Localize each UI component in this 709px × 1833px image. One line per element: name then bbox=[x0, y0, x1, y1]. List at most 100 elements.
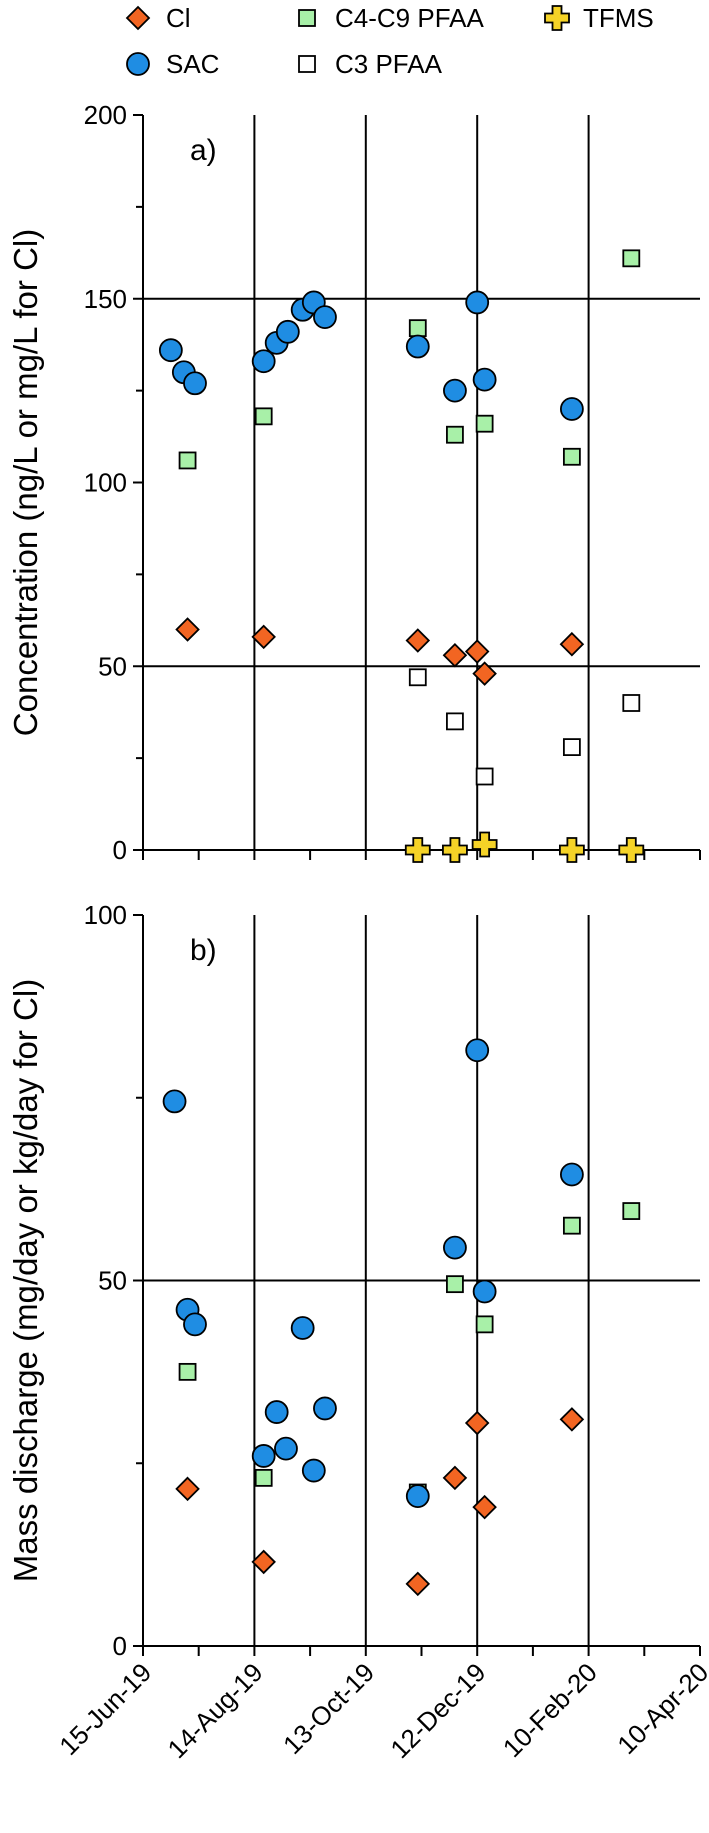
point-sac bbox=[472, 1279, 497, 1304]
panel-label: b) bbox=[190, 934, 217, 967]
point-c4-c9-pfaa bbox=[475, 414, 494, 433]
point-c4-c9-pfaa bbox=[446, 425, 464, 444]
point-sac bbox=[264, 1400, 289, 1424]
legend-label-sac: SAC bbox=[166, 49, 219, 79]
series-tfms bbox=[404, 831, 645, 863]
legend-marker-c4-c9-pfaa bbox=[298, 9, 316, 27]
point-sac bbox=[443, 378, 467, 403]
point-c4-c9-pfaa bbox=[408, 319, 427, 338]
legend-marker-sac bbox=[126, 52, 150, 76]
point-sac bbox=[251, 349, 276, 374]
x-tick-label: 10-Apr-20 bbox=[611, 1657, 709, 1760]
series-sac bbox=[162, 1038, 584, 1509]
x-tick-label: 14-Aug-19 bbox=[162, 1657, 269, 1764]
legend-label-c3-pfaa: C3 PFAA bbox=[335, 49, 443, 79]
y-tick-label: 100 bbox=[84, 900, 127, 930]
panel-a: 0 50 100 150 200 Concentration (ng/L or mg/L … bbox=[7, 100, 701, 865]
point-sac bbox=[183, 371, 207, 396]
point-cl bbox=[405, 628, 431, 653]
panel-b: 0 50 100 Mass discharge (mg/day or kg/day f… bbox=[7, 900, 701, 1661]
point-sac bbox=[274, 1436, 298, 1461]
point-c3-pfaa bbox=[446, 712, 464, 731]
point-sac bbox=[559, 1162, 584, 1187]
point-cl bbox=[559, 631, 585, 657]
legend: Cl SAC C4-C9 PFAA C3 PFAA TFMS bbox=[125, 3, 654, 79]
point-sac bbox=[443, 1235, 467, 1260]
series-c4-c9-pfaa bbox=[178, 249, 641, 470]
point-sac bbox=[313, 1396, 337, 1421]
point-cl bbox=[442, 642, 468, 668]
point-sac bbox=[162, 1089, 187, 1114]
y-tick-label: 0 bbox=[113, 1631, 127, 1661]
x-tick-label: 13-Oct-19 bbox=[277, 1657, 380, 1760]
series-cl bbox=[175, 1407, 585, 1597]
point-cl bbox=[472, 661, 497, 686]
point-sac bbox=[275, 319, 300, 344]
y-tick-label: 100 bbox=[84, 468, 127, 498]
point-c4-c9-pfaa bbox=[622, 249, 641, 268]
y-tick-label: 50 bbox=[98, 1266, 127, 1296]
series-sac bbox=[158, 290, 584, 421]
point-sac bbox=[465, 290, 490, 315]
x-tick-label: 12-Dec-19 bbox=[384, 1657, 491, 1764]
legend-label-cl: Cl bbox=[166, 3, 191, 33]
point-sac bbox=[183, 1312, 207, 1337]
legend-marker-cl bbox=[125, 5, 151, 31]
point-c4-c9-pfaa bbox=[254, 1468, 273, 1487]
point-c4-c9-pfaa bbox=[178, 451, 197, 470]
point-sac bbox=[301, 1458, 326, 1483]
point-sac bbox=[251, 1444, 276, 1468]
point-sac bbox=[405, 334, 430, 359]
point-c4-c9-pfaa bbox=[562, 447, 581, 466]
point-tfms bbox=[442, 837, 468, 863]
point-cl bbox=[251, 1549, 276, 1575]
point-sac bbox=[465, 1038, 490, 1063]
point-c4-c9-pfaa bbox=[562, 1216, 581, 1235]
point-c4-c9-pfaa bbox=[475, 1315, 494, 1334]
y-tick-label: 50 bbox=[98, 651, 127, 681]
point-cl bbox=[251, 624, 276, 650]
y-tick-label: 150 bbox=[84, 284, 127, 314]
point-cl bbox=[405, 1571, 431, 1597]
y-tick-label: 0 bbox=[113, 835, 127, 865]
point-sac bbox=[290, 1316, 315, 1340]
point-c4-c9-pfaa bbox=[178, 1362, 197, 1381]
point-c4-c9-pfaa bbox=[622, 1202, 641, 1220]
y-tick-label: 200 bbox=[84, 100, 127, 130]
point-sac bbox=[559, 397, 584, 421]
legend-marker-tfms bbox=[544, 5, 570, 31]
point-sac bbox=[158, 338, 183, 363]
x-tick-label: 15-Jun-19 bbox=[53, 1657, 157, 1761]
point-tfms bbox=[558, 837, 585, 863]
point-cl bbox=[175, 1476, 200, 1502]
legend-label-tfms: TFMS bbox=[583, 3, 654, 33]
legend-label-c4-c9-pfaa: C4-C9 PFAA bbox=[335, 3, 484, 33]
point-c4-c9-pfaa bbox=[254, 407, 273, 426]
series-c3-pfaa bbox=[408, 668, 641, 786]
point-tfms bbox=[404, 837, 431, 863]
point-tfms bbox=[618, 837, 645, 863]
x-tick-labels: 15-Jun-19 14-Aug-19 13-Oct-19 12-Dec-19 10-F… bbox=[53, 1657, 709, 1764]
point-cl bbox=[559, 1407, 585, 1432]
point-cl bbox=[175, 617, 200, 642]
series-cl bbox=[175, 617, 585, 686]
y-axis-title: Mass discharge (mg/day or kg/day for Cl) bbox=[7, 979, 44, 1582]
series-c4-c9-pfaa bbox=[178, 1202, 641, 1502]
point-c3-pfaa bbox=[622, 694, 641, 712]
point-sac bbox=[405, 1484, 430, 1509]
point-sac bbox=[313, 305, 337, 330]
point-cl bbox=[464, 639, 490, 664]
panel-label: a) bbox=[190, 134, 217, 167]
point-sac bbox=[472, 367, 497, 392]
x-tick-label: 10-Feb-20 bbox=[497, 1657, 603, 1763]
point-cl bbox=[464, 1410, 490, 1436]
point-c3-pfaa bbox=[562, 738, 581, 756]
point-cl bbox=[472, 1494, 497, 1520]
point-c3-pfaa bbox=[475, 767, 494, 786]
y-axis-title: Concentration (ng/L or mg/L for Cl) bbox=[7, 229, 44, 736]
legend-marker-c3-pfaa bbox=[298, 55, 316, 73]
point-cl bbox=[442, 1465, 468, 1491]
point-c3-pfaa bbox=[408, 668, 427, 687]
point-c4-c9-pfaa bbox=[446, 1275, 464, 1294]
